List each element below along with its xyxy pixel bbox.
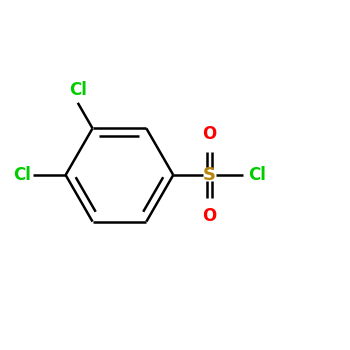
Text: S: S bbox=[203, 166, 216, 184]
Text: O: O bbox=[203, 125, 217, 143]
Text: Cl: Cl bbox=[69, 80, 87, 99]
Text: Cl: Cl bbox=[248, 166, 266, 184]
Text: O: O bbox=[203, 207, 217, 225]
Text: Cl: Cl bbox=[13, 166, 31, 184]
